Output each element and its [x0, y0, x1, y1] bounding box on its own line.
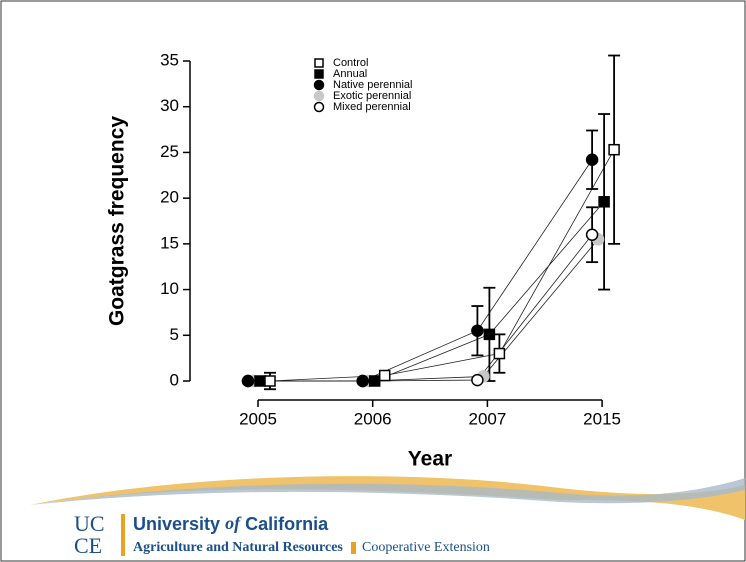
x-tick-label: 2015	[583, 409, 621, 428]
y-axis-label: Goatgrass frequency	[106, 116, 129, 326]
legend-marker	[313, 101, 325, 113]
logo-ce: CE	[74, 533, 102, 558]
legend-label: Exotic perennial	[333, 90, 411, 102]
point	[608, 143, 620, 156]
legend-label: Control	[333, 57, 368, 69]
point	[368, 375, 381, 387]
point	[598, 196, 610, 208]
legend-label: Annual	[333, 68, 367, 80]
point	[493, 347, 506, 360]
california-word: California	[245, 514, 329, 534]
point	[585, 228, 599, 241]
series-line	[269, 149, 615, 382]
footer-swoosh	[30, 476, 745, 520]
x-tick-label: 2005	[239, 409, 277, 428]
y-tick-label: 30	[160, 96, 179, 115]
y-tick-label: 35	[160, 50, 179, 69]
legend-marker	[314, 58, 324, 68]
point	[264, 375, 276, 387]
swoosh-blue	[30, 478, 745, 505]
legend-marker	[313, 79, 325, 91]
y-tick-label: 20	[160, 188, 179, 207]
legend-label: Native perennial	[333, 79, 413, 91]
x-axis-label: Year	[408, 448, 452, 471]
swoosh-orange	[30, 476, 745, 520]
of-word: of	[225, 513, 242, 533]
point	[483, 328, 496, 341]
division-name: Agriculture and Natural Resources	[133, 540, 343, 555]
legend-marker	[314, 69, 324, 79]
point	[585, 153, 599, 166]
extension-name: Cooperative Extension	[362, 540, 490, 555]
y-tick-label: 0	[170, 370, 179, 389]
point	[356, 374, 369, 388]
y-tick-label: 25	[160, 142, 179, 161]
point	[254, 375, 266, 387]
x-tick-label: 2006	[354, 409, 392, 428]
logo-uc: UC	[74, 511, 105, 536]
point	[471, 324, 484, 337]
x-tick-label: 2007	[468, 409, 506, 428]
divider	[351, 542, 356, 554]
point	[471, 373, 484, 387]
point	[241, 374, 255, 388]
legend-marker	[313, 90, 325, 102]
university-word: University	[133, 514, 220, 534]
point	[378, 369, 391, 382]
legend-label: Mixed perennial	[333, 101, 411, 113]
university-name: University of California	[133, 513, 329, 534]
y-tick-label: 5	[170, 325, 179, 344]
series-line	[248, 234, 593, 382]
y-tick-label: 15	[160, 233, 179, 252]
y-tick-label: 10	[160, 279, 179, 298]
logo-bar	[121, 514, 125, 556]
